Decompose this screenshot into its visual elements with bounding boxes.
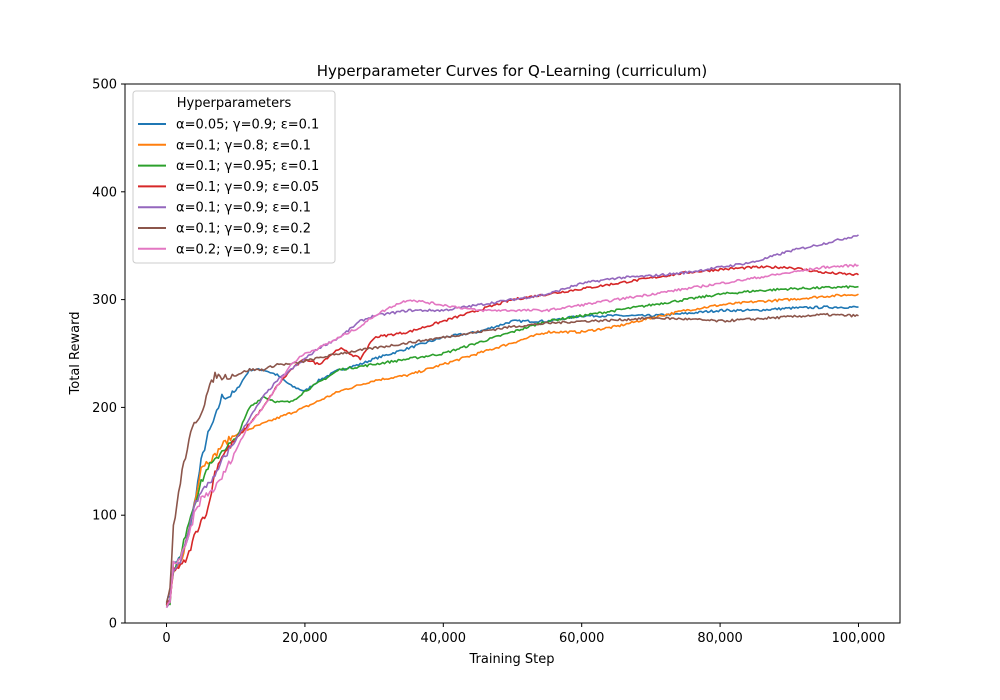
series-line-3 [165,285,859,607]
series-line-7 [165,263,859,608]
y-axis-label: Total Reward [68,312,83,396]
legend: Hyperparameters α=0.05; γ=0.9; ε=0.1α=0.… [132,90,336,264]
chart-title: Hyperparameter Curves for Q-Learning (cu… [317,62,708,80]
axes-frame [124,83,901,624]
legend-label: α=0.1; γ=0.9; ε=0.05 [176,180,319,195]
y-tick-label: 400 [92,185,117,200]
legend-label: α=0.1; γ=0.9; ε=0.2 [176,222,311,237]
y-axis: 0 100 200 300 400 500 [92,78,125,632]
series-line-2 [166,293,859,607]
y-tick-label: 500 [92,78,117,93]
legend-label: α=0.1; γ=0.9; ε=0.1 [176,201,311,216]
series-line-6 [165,312,859,603]
legend-label: α=0.2; γ=0.9; ε=0.1 [176,242,311,257]
legend-box [132,90,336,264]
y-tick-label: 300 [92,293,117,308]
legend-title: Hyperparameters [177,96,292,111]
legend-items: α=0.05; γ=0.9; ε=0.1 α=0.1; γ=0.8; ε=0.1 α… [138,118,319,257]
x-tick-label: 60,000 [559,631,605,646]
x-tick-label: 20,000 [282,631,328,646]
series-line-5 [165,234,859,609]
legend-label: α=0.1; γ=0.8; ε=0.1 [176,138,311,153]
y-tick-label: 0 [109,617,117,632]
legend-label: α=0.05; γ=0.9; ε=0.1 [176,118,319,133]
x-tick-label: 0 [162,631,170,646]
x-tick-label: 80,000 [697,631,743,646]
x-tick-label: 100,000 [832,631,886,646]
y-tick-label: 200 [92,401,117,416]
x-axis-label: Training Step [468,652,554,667]
y-tick-label: 100 [92,509,117,524]
series-layer [165,234,859,609]
x-axis: 0 20,000 40,000 60,000 80,000 100,000 [162,623,885,646]
plot-area [124,83,901,624]
x-tick-label: 40,000 [421,631,467,646]
legend-label: α=0.1; γ=0.95; ε=0.1 [176,159,319,174]
